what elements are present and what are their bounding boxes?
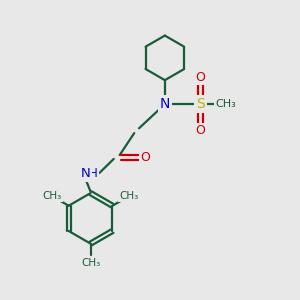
Text: N: N bbox=[160, 97, 170, 111]
Text: CH₃: CH₃ bbox=[215, 99, 236, 109]
Text: CH₃: CH₃ bbox=[81, 258, 100, 268]
Text: O: O bbox=[141, 151, 151, 164]
Text: S: S bbox=[196, 97, 205, 111]
Text: N: N bbox=[80, 167, 90, 180]
Text: O: O bbox=[196, 124, 206, 137]
Text: CH₃: CH₃ bbox=[119, 191, 139, 201]
Text: H: H bbox=[89, 167, 98, 180]
Text: O: O bbox=[196, 71, 206, 84]
Text: CH₃: CH₃ bbox=[42, 191, 62, 201]
